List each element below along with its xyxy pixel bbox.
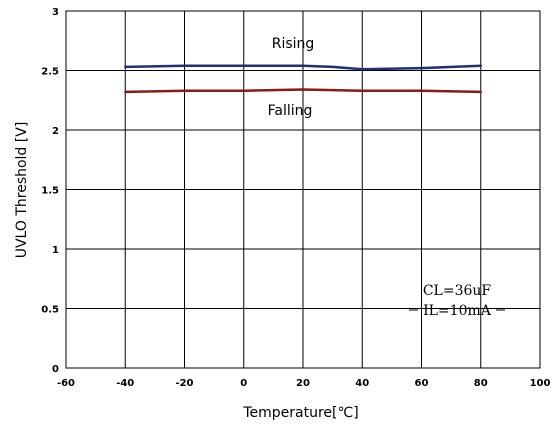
x-tick-label: 40 [355,378,369,389]
x-tick-label: 80 [474,378,488,389]
y-tick-label: 2.5 [41,67,59,78]
series-label-falling: Falling [268,103,313,119]
x-tick-label: 100 [530,378,551,389]
condition-cl: CL=36uF [423,283,492,299]
series-label-rising: Rising [272,36,315,52]
x-tick-label: 20 [296,378,310,389]
x-tick-label: 0 [240,378,247,389]
y-tick-labels: 0 0.5 1 1.5 2 2.5 3 [41,7,59,375]
y-tick-label: 0.5 [41,305,59,316]
x-tick-label: -40 [116,378,134,389]
y-tick-label: 0 [52,364,59,375]
y-axis-label: UVLO Threshold [V] [14,122,30,259]
y-tick-label: 1.5 [41,186,59,197]
y-tick-label: 3 [52,7,59,18]
series-line-falling [124,88,483,94]
y-tick-label: 2 [52,126,59,137]
series-line-rising [124,64,483,71]
x-tick-label: -20 [175,378,193,389]
x-tick-labels: -60 -40 -20 0 20 40 60 80 100 [57,378,551,389]
x-tick-label: 60 [415,378,429,389]
x-tick-label: -60 [57,378,75,389]
y-tick-label: 1 [52,245,59,256]
condition-il: IL=10mA [423,303,492,319]
x-axis-label: Temperature[℃] [242,405,358,421]
grid [66,11,540,368]
series-lines [124,64,483,94]
